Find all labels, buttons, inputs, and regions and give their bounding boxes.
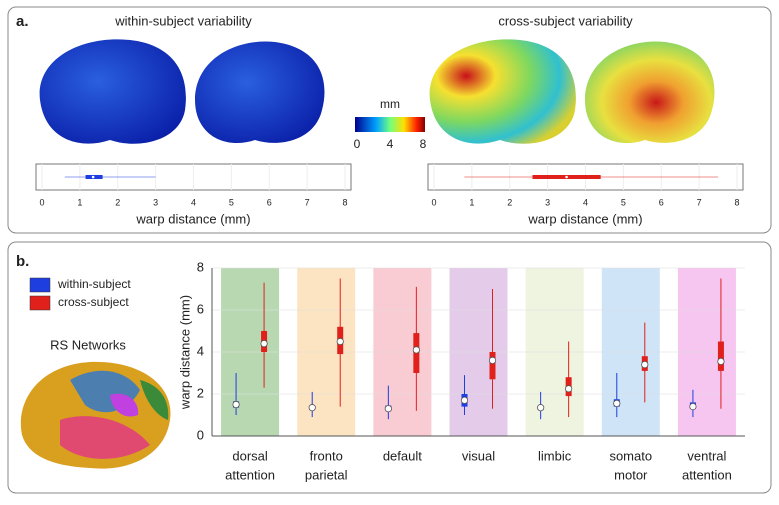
brain-image (429, 39, 576, 144)
x-tick-label: motor (614, 467, 648, 482)
legend-label: cross-subject (58, 295, 129, 309)
brain-region (60, 416, 150, 459)
panel-label: b. (16, 253, 29, 270)
x-tick-label: 4 (191, 197, 196, 207)
median (689, 402, 697, 411)
box (489, 352, 496, 380)
colorbar-label: mm (380, 97, 400, 111)
y-tick-label: 6 (197, 301, 204, 316)
median (613, 399, 621, 408)
legend-swatch (29, 295, 51, 311)
median (91, 175, 95, 179)
colorbar-tick-label: 4 (387, 137, 394, 151)
brain-region (110, 393, 139, 417)
y-axis-label: warp distance (mm) (177, 295, 192, 410)
median (308, 404, 316, 412)
x-axis-label: warp distance (mm) (135, 211, 250, 226)
colorbar (355, 117, 425, 132)
box (717, 341, 724, 371)
x-tick-label: 6 (267, 197, 272, 207)
x-tick-label: attention (225, 467, 275, 482)
x-tick-label: fronto (310, 448, 343, 463)
median (460, 396, 469, 404)
brain-image (195, 41, 325, 144)
x-tick-label: somato (609, 448, 652, 463)
colorbar-tick-label: 8 (420, 137, 427, 151)
x-tick-label: 3 (545, 197, 550, 207)
median (336, 337, 344, 346)
median (412, 346, 420, 354)
x-tick-label: 2 (507, 197, 512, 207)
median (384, 405, 392, 413)
median (537, 404, 545, 412)
panel-b-frame (7, 241, 772, 494)
x-tick-label: dorsal (232, 448, 268, 463)
panel-label: a. (16, 13, 29, 30)
x-tick-label: 7 (697, 197, 702, 207)
x-tick-label: attention (682, 467, 732, 482)
median (717, 357, 725, 366)
x-tick-label: 7 (305, 197, 310, 207)
median (260, 339, 268, 348)
y-tick-label: 8 (197, 259, 204, 274)
median (232, 400, 240, 409)
inset-title: RS Networks (50, 337, 126, 352)
y-tick-label: 0 (197, 427, 204, 442)
legend-swatch (29, 277, 51, 293)
x-tick-label: default (383, 448, 422, 463)
x-tick-label: 8 (342, 197, 347, 207)
x-tick-label: 0 (431, 197, 436, 207)
x-tick-label: visual (462, 448, 495, 463)
brain-region (140, 380, 169, 420)
median (488, 356, 497, 364)
median (565, 385, 573, 393)
chart-title: cross-subject variability (498, 13, 633, 28)
x-tick-label: parietal (305, 467, 348, 482)
median (565, 175, 568, 179)
median (641, 360, 649, 369)
x-tick-label: 2 (115, 197, 120, 207)
x-tick-label: 1 (469, 197, 474, 207)
x-tick-label: 8 (734, 197, 739, 207)
colorbar-tick-label: 0 (354, 137, 361, 151)
x-tick-label: 6 (659, 197, 664, 207)
x-tick-label: ventral (687, 448, 726, 463)
x-tick-label: 1 (77, 197, 82, 207)
x-tick-label: limbic (538, 448, 572, 463)
y-tick-label: 2 (197, 385, 204, 400)
x-axis-label: warp distance (mm) (527, 211, 642, 226)
y-tick-label: 4 (197, 343, 204, 358)
x-tick-label: 0 (39, 197, 44, 207)
x-tick-label: 5 (229, 197, 234, 207)
chart-title: within-subject variability (114, 13, 252, 28)
x-tick-label: 4 (583, 197, 588, 207)
legend-label: within-subject (57, 277, 131, 291)
brain-image (585, 41, 715, 144)
x-tick-label: 3 (153, 197, 158, 207)
x-tick-label: 5 (621, 197, 626, 207)
panel-a-frame (7, 6, 772, 234)
brain-image (39, 39, 186, 144)
